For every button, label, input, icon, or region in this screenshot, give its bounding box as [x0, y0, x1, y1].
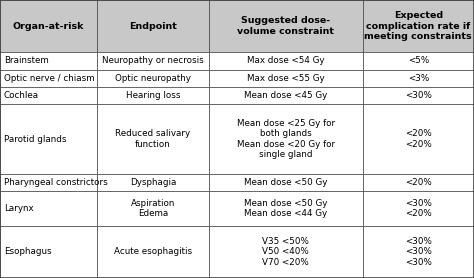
Text: Cochlea: Cochlea	[4, 91, 39, 100]
Bar	[0, 104, 97, 174]
Bar	[363, 87, 474, 104]
Text: Hearing loss: Hearing loss	[126, 91, 180, 100]
Text: Optic neuropathy: Optic neuropathy	[115, 74, 191, 83]
Bar	[0, 174, 97, 191]
Text: Neuropathy or necrosis: Neuropathy or necrosis	[102, 56, 204, 65]
Bar	[0, 226, 97, 278]
Text: Acute esophagitis: Acute esophagitis	[114, 247, 192, 256]
Text: Reduced salivary
function: Reduced salivary function	[115, 129, 191, 149]
Text: Larynx: Larynx	[4, 204, 33, 213]
Bar	[97, 226, 209, 278]
Text: Mean dose <50 Gy: Mean dose <50 Gy	[244, 178, 327, 187]
Bar	[209, 87, 363, 104]
Text: <20%: <20%	[405, 178, 432, 187]
Bar	[209, 226, 363, 278]
Text: <30%: <30%	[405, 91, 432, 100]
Text: <30%
<20%: <30% <20%	[405, 199, 432, 218]
Bar	[363, 0, 474, 52]
Bar	[209, 174, 363, 191]
Text: <30%
<30%
<30%: <30% <30% <30%	[405, 237, 432, 267]
Text: Optic nerve / chiasm: Optic nerve / chiasm	[4, 74, 94, 83]
Bar	[209, 104, 363, 174]
Bar	[97, 0, 209, 52]
Text: Expected
complication rate if
meeting constraints: Expected complication rate if meeting co…	[365, 11, 472, 41]
Bar	[363, 70, 474, 87]
Text: Mean dose <25 Gy for
both glands
Mean dose <20 Gy for
single gland: Mean dose <25 Gy for both glands Mean do…	[237, 119, 335, 159]
Text: Organ-at-risk: Organ-at-risk	[13, 22, 84, 31]
Bar	[97, 87, 209, 104]
Text: Mean dose <45 Gy: Mean dose <45 Gy	[244, 91, 327, 100]
Text: <20%
<20%: <20% <20%	[405, 129, 432, 149]
Bar	[209, 52, 363, 70]
Text: Suggested dose-
volume constraint: Suggested dose- volume constraint	[237, 16, 334, 36]
Bar	[0, 70, 97, 87]
Text: Brainstem: Brainstem	[4, 56, 48, 65]
Bar	[363, 104, 474, 174]
Bar	[363, 174, 474, 191]
Bar	[0, 191, 97, 226]
Text: Esophagus: Esophagus	[4, 247, 51, 256]
Text: Dysphagia: Dysphagia	[130, 178, 176, 187]
Bar	[0, 0, 97, 52]
Bar	[97, 52, 209, 70]
Bar	[363, 191, 474, 226]
Text: Max dose <55 Gy: Max dose <55 Gy	[247, 74, 324, 83]
Bar	[97, 70, 209, 87]
Text: Aspiration
Edema: Aspiration Edema	[131, 199, 175, 218]
Text: Mean dose <50 Gy
Mean dose <44 Gy: Mean dose <50 Gy Mean dose <44 Gy	[244, 199, 327, 218]
Bar	[209, 191, 363, 226]
Bar	[363, 226, 474, 278]
Text: Endpoint: Endpoint	[129, 22, 177, 31]
Text: Pharyngeal constrictors: Pharyngeal constrictors	[4, 178, 108, 187]
Bar	[97, 174, 209, 191]
Bar	[0, 87, 97, 104]
Text: <5%: <5%	[408, 56, 429, 65]
Text: <3%: <3%	[408, 74, 429, 83]
Text: Max dose <54 Gy: Max dose <54 Gy	[247, 56, 324, 65]
Bar	[363, 52, 474, 70]
Bar	[97, 104, 209, 174]
Bar	[209, 0, 363, 52]
Bar	[0, 52, 97, 70]
Text: Parotid glands: Parotid glands	[4, 135, 66, 143]
Text: V35 <50%
V50 <40%
V70 <20%: V35 <50% V50 <40% V70 <20%	[262, 237, 309, 267]
Bar	[97, 191, 209, 226]
Bar	[209, 70, 363, 87]
